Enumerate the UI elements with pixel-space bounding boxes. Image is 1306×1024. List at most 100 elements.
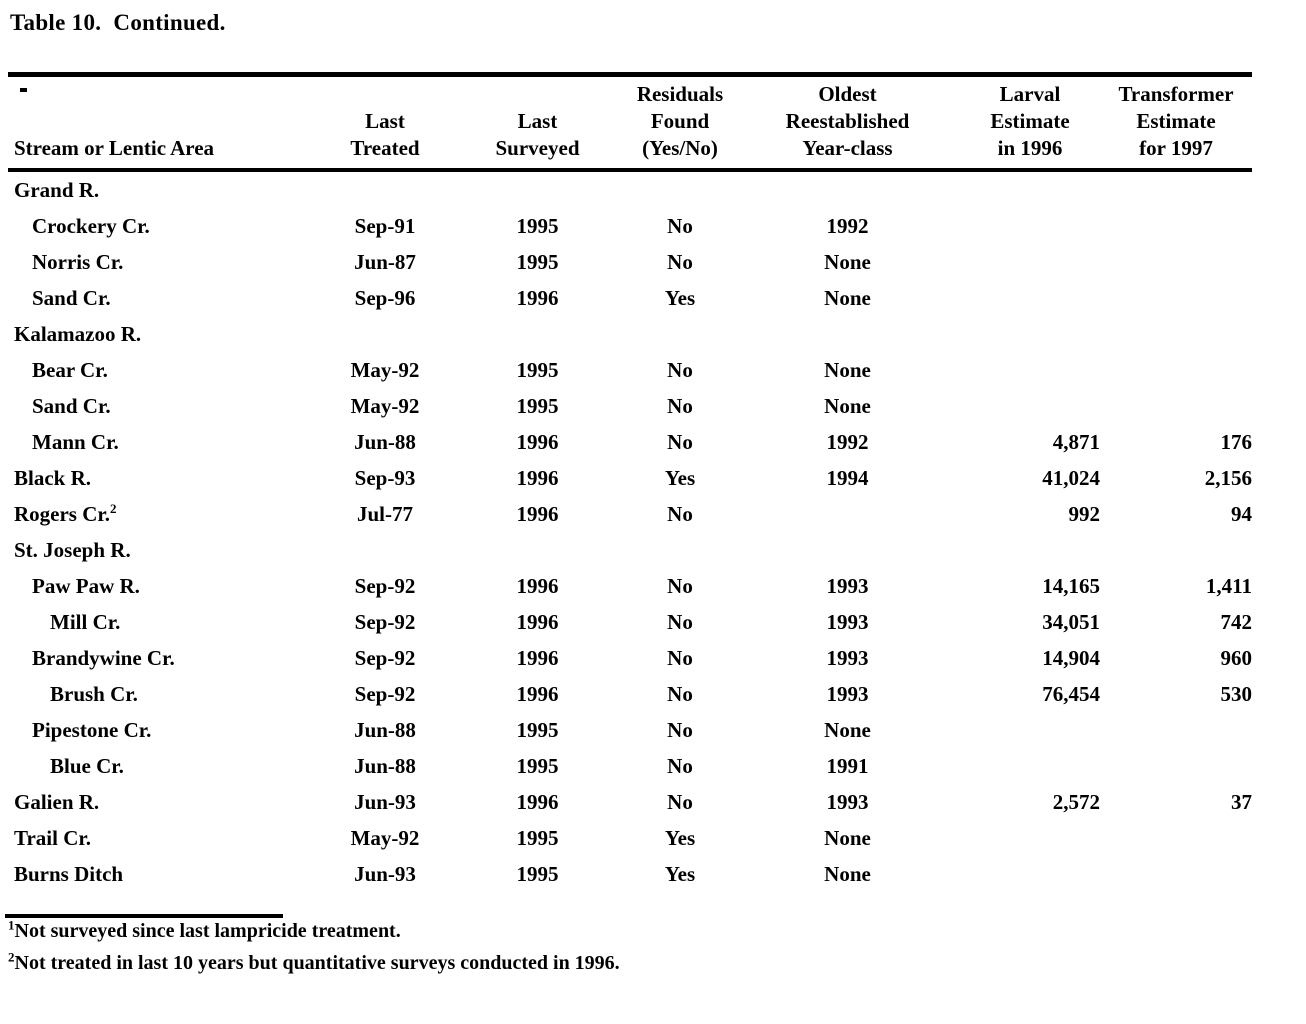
cell-residuals-found: No <box>667 717 693 742</box>
cell-larval-estimate: 2,572 <box>1052 789 1100 814</box>
cell-last-surveyed: 1996 <box>516 681 559 706</box>
cell-last-surveyed: 1995 <box>516 861 559 886</box>
cell-residuals-found <box>625 532 735 568</box>
cell-larval-estimate: 992 <box>1068 501 1101 526</box>
cell-last-surveyed: 1995 <box>516 249 559 274</box>
cell-transformer-estimate <box>1100 352 1252 388</box>
cell-stream-name: Paw Paw R. <box>8 568 320 604</box>
cell-transformer-estimate <box>1100 712 1252 748</box>
cell-stream-name: Sand Cr. <box>8 280 320 316</box>
table-row: Pipestone Cr. Jun-88 1995 No None <box>8 712 1252 748</box>
cell-oldest-year-class: None <box>824 825 871 850</box>
cell-oldest-year-class <box>735 496 960 532</box>
cell-oldest-year-class: None <box>824 357 871 382</box>
cell-residuals-found: No <box>667 393 693 418</box>
cell-transformer-estimate <box>1100 856 1252 892</box>
cell-last-surveyed <box>450 316 625 352</box>
cell-transformer-estimate <box>1100 388 1252 424</box>
table-row: Mann Cr. Jun-88 1996 No 1992 4,871 176 <box>8 424 1252 460</box>
cell-transformer-estimate: 960 <box>1220 645 1253 670</box>
cell-stream-name: Mill Cr. <box>8 604 320 640</box>
cell-last-treated: Jun-88 <box>354 717 416 742</box>
cell-last-surveyed: 1996 <box>516 645 559 670</box>
cell-transformer-estimate: 530 <box>1220 681 1253 706</box>
cell-oldest-year-class: 1991 <box>826 753 869 778</box>
cell-oldest-year-class: 1993 <box>826 645 869 670</box>
cell-residuals-found: No <box>667 681 693 706</box>
cell-stream-name: Sand Cr. <box>8 388 320 424</box>
cell-last-surveyed: 1996 <box>516 429 559 454</box>
column-header-oldest-year-class: Oldest Reestablished Year-class <box>735 74 960 172</box>
cell-larval-estimate <box>960 244 1100 280</box>
stream-name: Norris Cr. <box>32 249 124 274</box>
cell-last-treated: May-92 <box>350 825 420 850</box>
header-line: Surveyed <box>495 136 580 160</box>
cell-last-surveyed: 1995 <box>516 753 559 778</box>
cell-transformer-estimate: 1,411 <box>1205 573 1252 598</box>
cell-residuals-found: No <box>667 609 693 634</box>
cell-last-surveyed: 1995 <box>516 717 559 742</box>
table-row: Sand Cr. May-92 1995 No None <box>8 388 1252 424</box>
stream-name-footnote-marker: 2 <box>110 500 117 516</box>
header-line: Last <box>365 109 405 133</box>
header-row: Stream or Lentic Area Last Treated Last … <box>8 74 1252 172</box>
header-line: Residuals <box>636 82 724 106</box>
cell-transformer-estimate: 742 <box>1220 609 1253 634</box>
table-row: Black R. Sep-93 1996 Yes 1994 41,024 2,156 <box>8 460 1252 496</box>
cell-residuals-found: Yes <box>664 285 696 310</box>
cell-last-treated: Jul-77 <box>356 501 413 526</box>
cell-larval-estimate <box>960 748 1100 784</box>
header-line: for 1997 <box>1139 136 1213 160</box>
cell-oldest-year-class: None <box>824 285 871 310</box>
cell-last-surveyed: 1996 <box>516 285 559 310</box>
cell-oldest-year-class: 1993 <box>826 681 869 706</box>
table-row: Kalamazoo R. <box>8 316 1252 352</box>
cell-larval-estimate: 14,904 <box>1042 645 1100 670</box>
cell-residuals-found: No <box>667 573 693 598</box>
cell-last-surveyed: 1996 <box>516 609 559 634</box>
cell-residuals-found: Yes <box>664 825 696 850</box>
footnote-separator-rule <box>5 914 283 918</box>
stream-name: Galien R. <box>14 789 100 814</box>
table-row: Norris Cr. Jun-87 1995 No None <box>8 244 1252 280</box>
footnote-2: 2Not treated in last 10 years but quanti… <box>8 949 620 975</box>
cell-stream-name: Crockery Cr. <box>8 208 320 244</box>
cell-residuals-found <box>625 170 735 208</box>
cell-last-treated: Sep-96 <box>354 285 416 310</box>
cell-stream-name: Mann Cr. <box>8 424 320 460</box>
cell-larval-estimate: 4,871 <box>1052 429 1100 454</box>
cell-last-surveyed: 1996 <box>516 789 559 814</box>
cell-larval-estimate: 76,454 <box>1042 681 1100 706</box>
cell-last-treated: Sep-93 <box>354 465 416 490</box>
cell-residuals-found: No <box>667 645 693 670</box>
stream-name: Mann Cr. <box>32 429 119 454</box>
table-row: Trail Cr. May-92 1995 Yes None <box>8 820 1252 856</box>
cell-transformer-estimate <box>1100 820 1252 856</box>
cell-larval-estimate <box>960 820 1100 856</box>
cell-oldest-year-class: 1992 <box>826 429 869 454</box>
cell-larval-estimate <box>960 856 1100 892</box>
footnote-1-marker: 1 <box>8 917 15 933</box>
cell-last-treated: Jun-88 <box>354 753 416 778</box>
cell-oldest-year-class <box>735 170 960 208</box>
cell-stream-name: St. Joseph R. <box>8 532 320 568</box>
header-line: Found <box>650 109 710 133</box>
cell-larval-estimate <box>960 712 1100 748</box>
table-row: Mill Cr. Sep-92 1996 No 1993 34,051 742 <box>8 604 1252 640</box>
header-line: Reestablished <box>785 109 910 133</box>
table-row: Crockery Cr. Sep-91 1995 No 1992 <box>8 208 1252 244</box>
cell-last-treated: Jun-93 <box>354 861 416 886</box>
header-line: Transformer <box>1118 82 1234 106</box>
cell-oldest-year-class: 1993 <box>826 573 869 598</box>
cell-stream-name: Norris Cr. <box>8 244 320 280</box>
cell-last-surveyed <box>450 170 625 208</box>
cell-oldest-year-class: 1992 <box>826 213 869 238</box>
cell-residuals-found: No <box>667 213 693 238</box>
cell-transformer-estimate <box>1100 280 1252 316</box>
table-row: Brush Cr. Sep-92 1996 No 1993 76,454 530 <box>8 676 1252 712</box>
stream-name: Bear Cr. <box>32 357 108 382</box>
cell-last-treated: May-92 <box>350 393 420 418</box>
footnote-2-marker: 2 <box>8 949 15 965</box>
stream-name: Kalamazoo R. <box>14 321 142 346</box>
